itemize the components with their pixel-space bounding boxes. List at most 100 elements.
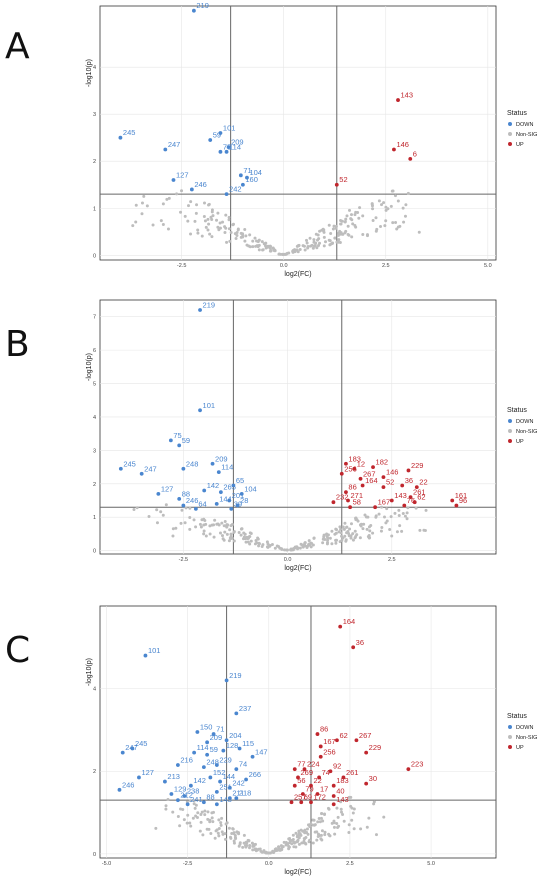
- point-non-sig: [228, 239, 232, 243]
- point-non-sig: [347, 830, 351, 834]
- point-non-sig: [135, 506, 139, 510]
- point-non-sig: [142, 194, 146, 198]
- panel-letter: C: [5, 630, 30, 671]
- point-non-sig: [206, 228, 210, 232]
- point-non-sig: [183, 521, 187, 525]
- point-non-sig: [301, 829, 305, 833]
- point-non-sig: [312, 818, 316, 822]
- volcano-panel-b: B-2.5 0.0 2.501234567log2(FC)-log10(p)2191…: [5, 299, 497, 572]
- point-label: 101: [223, 124, 236, 133]
- x-axis-title: log2(FC): [284, 869, 311, 876]
- point-non-sig: [305, 238, 309, 242]
- point-non-sig: [338, 240, 342, 244]
- legend-title: Status: [507, 110, 527, 117]
- point-label: 267: [359, 731, 372, 740]
- point-non-sig: [224, 213, 228, 217]
- point-non-sig: [241, 235, 245, 239]
- point-down: [139, 471, 144, 476]
- point-non-sig: [267, 851, 271, 855]
- point-non-sig: [208, 532, 212, 536]
- point-non-sig: [272, 247, 276, 251]
- point-up: [364, 781, 369, 786]
- point-non-sig: [217, 818, 221, 822]
- point-label: 242: [229, 185, 242, 194]
- point-non-sig: [318, 241, 322, 245]
- point-non-sig: [404, 203, 408, 207]
- point-non-sig: [185, 821, 189, 825]
- point-non-sig: [380, 203, 384, 207]
- point-non-sig: [227, 218, 231, 222]
- point-down: [198, 408, 202, 413]
- point-up: [364, 750, 369, 755]
- point-non-sig: [291, 833, 295, 837]
- point-non-sig: [307, 539, 311, 543]
- point-up: [412, 500, 417, 505]
- point-non-sig: [193, 806, 197, 810]
- point-non-sig: [193, 219, 197, 223]
- point-non-sig: [331, 227, 335, 231]
- point-non-sig: [221, 220, 225, 224]
- point-down: [176, 798, 180, 803]
- point-non-sig: [308, 838, 312, 842]
- point-non-sig: [382, 815, 386, 819]
- point-down: [235, 503, 240, 508]
- volcano-panel-a: A -2.5 0.0 2.5 5.0 0 1 2 3 4 log2(FC) -log10(p) 219 2…: [5, 1, 497, 278]
- point-non-sig: [354, 535, 358, 539]
- point-non-sig: [207, 203, 211, 207]
- point-non-sig: [227, 227, 231, 231]
- point-label: 86: [348, 483, 356, 492]
- point-non-sig: [188, 516, 192, 520]
- point-label: 219: [203, 301, 216, 310]
- point-non-sig: [248, 531, 252, 535]
- point-non-sig: [254, 847, 258, 851]
- point-non-sig: [307, 823, 311, 827]
- point-label: 128: [226, 741, 239, 750]
- point-non-sig: [311, 543, 315, 547]
- point-non-sig: [257, 248, 261, 252]
- point-non-sig: [374, 515, 378, 519]
- point-non-sig: [403, 514, 407, 518]
- point-label: 245: [135, 739, 148, 748]
- point-non-sig: [268, 246, 272, 250]
- point-non-sig: [334, 226, 338, 230]
- point-non-sig: [277, 545, 281, 549]
- point-non-sig: [161, 513, 165, 517]
- point-non-sig: [312, 240, 316, 244]
- point-non-sig: [184, 506, 188, 510]
- point-down: [168, 438, 173, 443]
- point-non-sig: [403, 214, 407, 218]
- point-non-sig: [171, 810, 175, 814]
- point-non-sig: [329, 231, 333, 235]
- point-down: [214, 802, 219, 807]
- point-non-sig: [188, 821, 192, 825]
- point-up: [348, 505, 353, 510]
- point-up: [309, 800, 313, 805]
- point-non-sig: [188, 799, 192, 803]
- point-down: [195, 730, 200, 734]
- point-non-sig: [243, 239, 247, 243]
- point-non-sig: [234, 837, 238, 841]
- point-non-sig: [238, 842, 242, 846]
- point-non-sig: [194, 803, 198, 807]
- point-non-sig: [322, 228, 326, 232]
- point-up: [400, 483, 405, 488]
- point-non-sig: [220, 816, 224, 820]
- point-non-sig: [206, 817, 210, 821]
- point-non-sig: [216, 211, 220, 215]
- point-down: [250, 754, 255, 759]
- point-down: [237, 746, 242, 751]
- point-non-sig: [203, 219, 207, 223]
- point-non-sig: [244, 840, 248, 844]
- point-non-sig: [380, 525, 384, 529]
- point-label: 64: [198, 499, 206, 508]
- point-non-sig: [302, 839, 306, 843]
- point-label: 88: [182, 489, 190, 498]
- point-non-sig: [254, 538, 258, 542]
- point-non-sig: [332, 224, 336, 228]
- point-non-sig: [282, 548, 286, 552]
- point-non-sig: [213, 836, 217, 840]
- point-label: 182: [376, 458, 389, 467]
- point-down: [238, 173, 243, 178]
- point-non-sig: [402, 220, 406, 224]
